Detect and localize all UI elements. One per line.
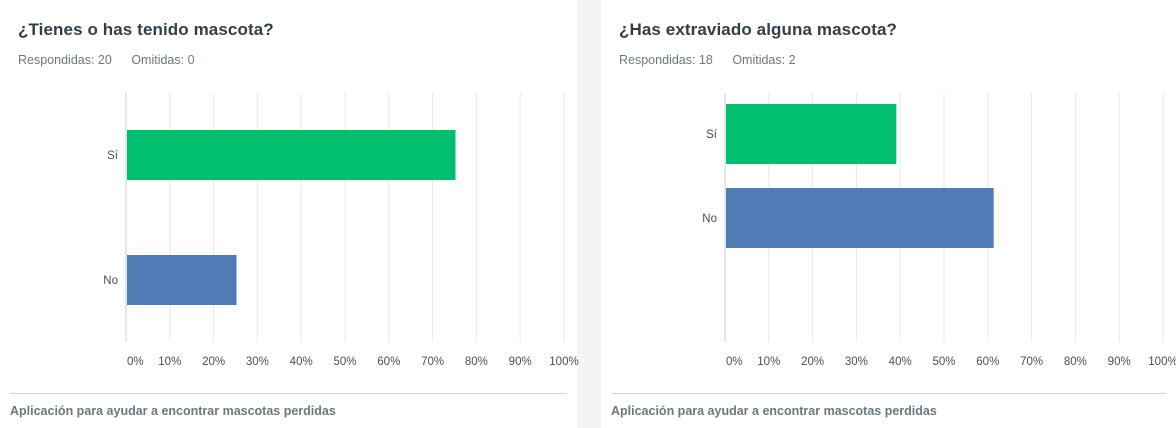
survey-footer: Aplicación para ayudar a encontrar masco… [10, 404, 336, 418]
x-tick-label: 100% [549, 356, 578, 368]
x-tick-label: 60% [976, 356, 999, 368]
x-tick-label: 10% [158, 356, 181, 368]
x-tick-label: 50% [333, 356, 356, 368]
response-stats: Respondidas: 18 Omitidas: 2 [619, 53, 812, 67]
x-tick-label: 0% [726, 356, 743, 368]
bar-no[interactable] [726, 188, 994, 248]
question-title: ¿Has extraviado alguna mascota? [619, 20, 898, 39]
x-tick-label: 90% [1108, 356, 1131, 368]
bar-chart: 0% 10% 20% 30% 40% 50% 60% 70% 80% 90% 100% Sí No [103, 93, 579, 368]
x-tick-label: 70% [421, 356, 444, 368]
divider [10, 393, 567, 394]
survey-footer: Aplicación para ayudar a encontrar masco… [611, 404, 937, 418]
x-tick-label: 90% [509, 356, 532, 368]
x-tick-label: 50% [932, 356, 955, 368]
x-tick-label: 10% [757, 356, 780, 368]
skipped-count: Omitidas: 0 [131, 53, 195, 67]
x-tick-label: 30% [845, 356, 868, 368]
bar-chart: 0% 10% 20% 30% 40% 50% 60% 70% 80% 90% 100% Sí No [702, 93, 1176, 368]
category-label: No [702, 213, 717, 225]
skipped-count: Omitidas: 2 [732, 53, 796, 67]
x-tick-label: 100% [1148, 356, 1176, 368]
x-tick-label: 40% [889, 356, 912, 368]
question-card-2: ¿Has extraviado alguna mascota? Respondi… [601, 0, 1176, 428]
x-tick-label: 20% [202, 356, 225, 368]
x-tick-label: 60% [377, 356, 400, 368]
category-label: Sí [706, 129, 718, 141]
x-tick-label: 20% [801, 356, 824, 368]
divider [611, 393, 1166, 394]
bar-si[interactable] [127, 130, 456, 180]
answered-count: Respondidas: 20 [18, 53, 112, 67]
category-label: Sí [107, 150, 119, 162]
x-tick-label: 40% [290, 356, 313, 368]
x-tick-label: 80% [1064, 356, 1087, 368]
x-tick-label: 30% [246, 356, 269, 368]
response-stats: Respondidas: 20 Omitidas: 0 [18, 53, 211, 67]
question-card-1: ¿Tienes o has tenido mascota? Respondida… [0, 0, 579, 428]
bar-si[interactable] [726, 104, 897, 164]
x-tick-label: 80% [465, 356, 488, 368]
x-tick-label: 0% [127, 356, 144, 368]
bar-no[interactable] [127, 255, 237, 305]
x-tick-label: 70% [1020, 356, 1043, 368]
category-label: No [103, 275, 118, 287]
answered-count: Respondidas: 18 [619, 53, 713, 67]
question-title: ¿Tienes o has tenido mascota? [18, 20, 274, 39]
